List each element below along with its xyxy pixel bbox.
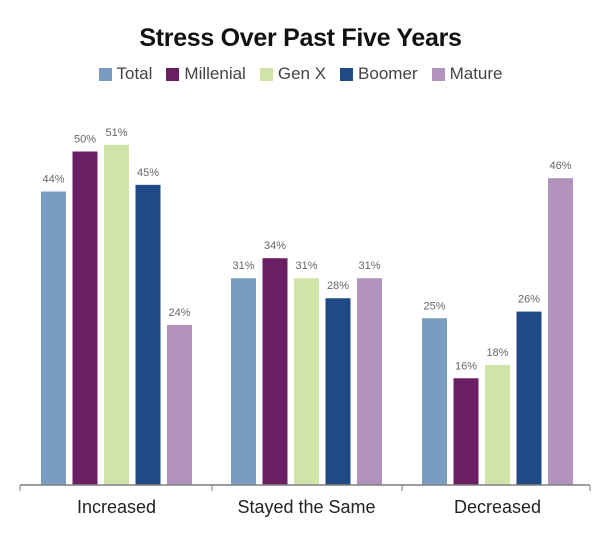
data-label-stayed-the-same-gen-x: 31% [295, 260, 317, 272]
legend-swatch-total [98, 67, 112, 81]
legend-swatch-millenial [166, 67, 180, 81]
legend-label-millenial: Millenial [184, 64, 246, 83]
bar-increased-mature [167, 324, 192, 485]
bar-decreased-millenial [453, 378, 479, 485]
data-label-decreased-gen-x: 18% [486, 347, 508, 359]
bar-decreased-mature [548, 178, 573, 485]
data-label-stayed-the-same-boomer: 28% [327, 280, 349, 292]
category-label-increased: Increased [77, 497, 156, 517]
data-label-increased-gen-x: 51% [105, 127, 127, 139]
data-label-decreased-mature: 46% [549, 160, 571, 172]
bar-stayed-the-same-gen-x [294, 278, 319, 485]
legend-label-mature: Mature [449, 64, 503, 83]
legend-item-millenial: Millenial [166, 64, 246, 84]
data-label-increased-mature: 24% [168, 307, 190, 319]
legend: Total Millenial Gen X Boomer Mature [0, 64, 601, 84]
bar-decreased-boomer [516, 311, 542, 485]
bar-increased-millenial [72, 151, 98, 485]
chart-title: Stress Over Past Five Years [139, 24, 462, 52]
data-label-stayed-the-same-total: 31% [232, 260, 254, 272]
bar-stayed-the-same-mature [357, 278, 382, 485]
bar-increased-total [41, 191, 66, 485]
bar-stayed-the-same-total [231, 278, 256, 485]
legend-item-gen-x: Gen X [259, 64, 327, 84]
legend-item-boomer: Boomer [340, 64, 418, 84]
legend-swatch-mature [431, 67, 445, 81]
bar-increased-gen-x [104, 144, 129, 485]
data-label-increased-total: 44% [42, 174, 64, 186]
legend-swatch-gen-x [259, 67, 273, 81]
legend-label-boomer: Boomer [358, 64, 418, 83]
data-label-stayed-the-same-millenial: 34% [264, 240, 286, 252]
data-label-increased-millenial: 50% [74, 134, 96, 146]
legend-item-total: Total [98, 64, 153, 84]
category-label-decreased: Decreased [454, 497, 541, 517]
data-label-stayed-the-same-mature: 31% [358, 260, 380, 272]
legend-label-gen-x: Gen X [277, 64, 327, 83]
legend-label-total: Total [116, 64, 153, 83]
bar-stayed-the-same-boomer [325, 298, 351, 485]
bar-decreased-gen-x [485, 364, 510, 485]
bar-decreased-total [422, 318, 447, 485]
bar-increased-boomer [135, 184, 161, 485]
legend-item-mature: Mature [431, 64, 503, 84]
bar-stayed-the-same-millenial [262, 258, 288, 485]
data-label-increased-boomer: 45% [137, 167, 159, 179]
legend-swatch-boomer [340, 67, 354, 81]
data-label-decreased-boomer: 26% [518, 294, 540, 306]
data-label-decreased-millenial: 16% [455, 360, 477, 372]
data-label-decreased-total: 25% [423, 300, 445, 312]
category-label-stayed-the-same: Stayed the Same [237, 497, 375, 517]
